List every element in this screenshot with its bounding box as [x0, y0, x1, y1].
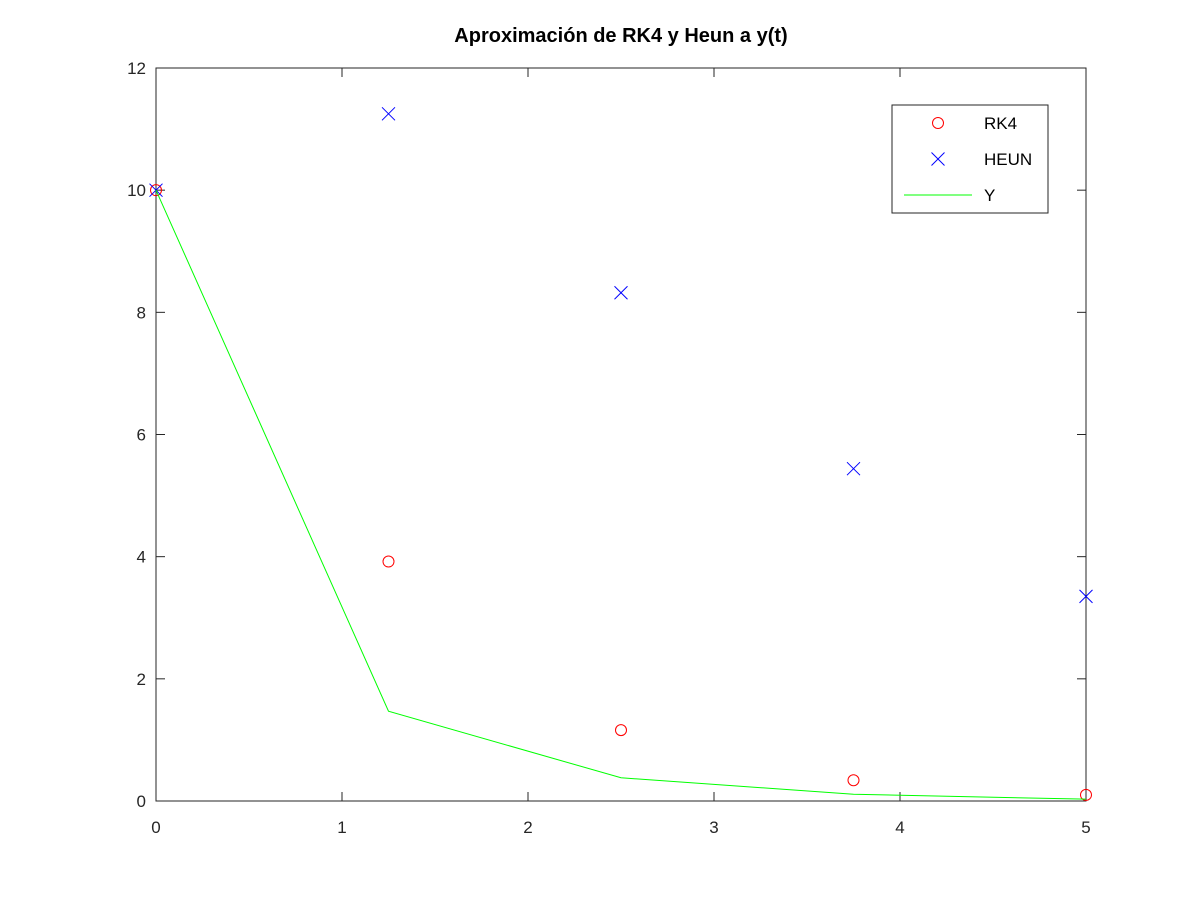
legend-y-label: Y [984, 186, 995, 205]
legend: RK4 HEUN Y [891, 104, 1049, 214]
series-heun-point [1079, 589, 1093, 604]
legend-rk4-swatch [932, 117, 944, 129]
x-tick-label: 1 [337, 818, 346, 837]
series-rk4-point [615, 724, 627, 737]
x-tick-label: 4 [895, 818, 904, 837]
series-heun-point [381, 106, 396, 121]
series-heun-point [614, 285, 628, 300]
series-heun-point [846, 461, 861, 476]
y-tick-label: 6 [137, 426, 146, 445]
series-heun [149, 106, 1093, 604]
legend-heun-swatch [931, 152, 945, 166]
legend-rk4-label: RK4 [984, 114, 1017, 133]
x-tick-label: 2 [523, 818, 532, 837]
chart-title: Aproximación de RK4 y Heun a y(t) [454, 25, 787, 47]
y-tick-label: 10 [127, 181, 146, 200]
series-rk4-point [847, 774, 860, 787]
series-y [155, 189, 1087, 800]
y-tick-label: 2 [137, 670, 146, 689]
series-rk4 [150, 184, 1092, 801]
x-tick-label: 5 [1081, 818, 1090, 837]
x-tick-label: 3 [709, 818, 718, 837]
y-tick-label: 0 [137, 792, 146, 811]
series-rk4-point [150, 184, 162, 197]
y-tick-label: 12 [127, 59, 146, 78]
series-rk4-point [1080, 788, 1092, 801]
x-tick-label: 0 [151, 818, 160, 837]
y-tick-label: 8 [137, 303, 146, 322]
series-y-line [155, 189, 1087, 800]
series-rk4-point [382, 555, 395, 568]
y-tick-label: 4 [137, 548, 146, 567]
legend-heun-label: HEUN [984, 150, 1032, 169]
